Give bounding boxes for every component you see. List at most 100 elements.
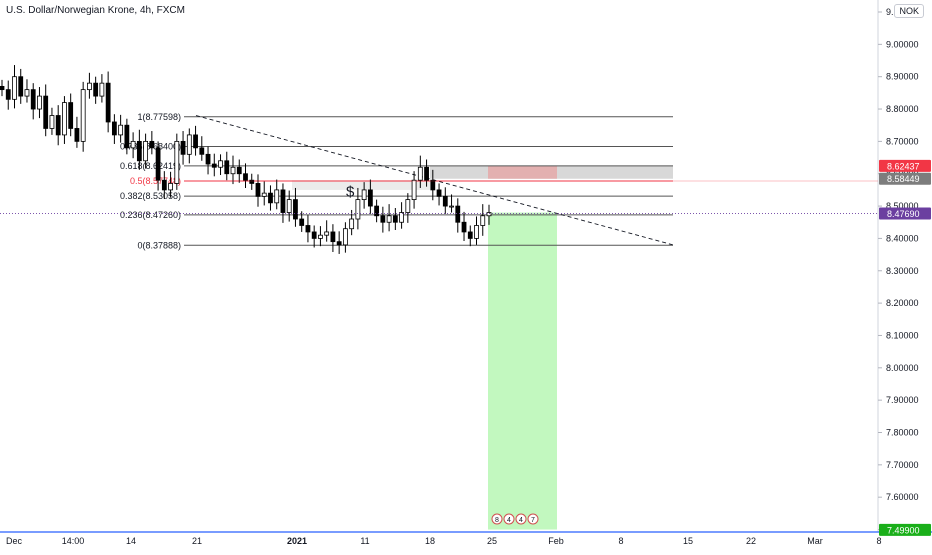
candle-body xyxy=(87,82,92,91)
x-tick-label: 14:00 xyxy=(62,536,85,546)
fib-label-2: 0.618(8.62419) xyxy=(120,161,181,171)
currency-button[interactable]: NOK xyxy=(894,4,924,18)
y-tick-label: 8.20000 xyxy=(886,298,919,308)
candle-body xyxy=(18,76,24,97)
candle-body xyxy=(430,179,436,191)
event-marker xyxy=(503,513,515,525)
candle-body xyxy=(268,192,273,204)
fib-label-3: 0.5(8.57748) xyxy=(130,176,181,186)
candle-body xyxy=(449,205,454,208)
candle-body xyxy=(49,115,55,129)
event-marker-label: 4 xyxy=(519,517,523,524)
event-marker xyxy=(527,513,539,525)
candle-body xyxy=(424,166,429,181)
candle-body xyxy=(118,124,124,136)
candle-body xyxy=(380,215,386,223)
x-tick-label: 18 xyxy=(425,536,435,546)
candle-body xyxy=(230,166,236,175)
candle-body xyxy=(349,218,355,230)
candle-body xyxy=(5,89,11,100)
candle-body xyxy=(99,82,105,97)
candle-body xyxy=(280,189,286,213)
event-marker-label: 4 xyxy=(507,517,511,524)
x-tick-label: 11 xyxy=(360,536,369,546)
candle-body xyxy=(330,231,336,243)
target-zone xyxy=(488,212,557,530)
candle-body xyxy=(455,205,461,223)
candle-body xyxy=(305,225,311,233)
candle-body xyxy=(0,85,5,91)
candle-body xyxy=(224,160,230,175)
candle-body xyxy=(68,102,74,129)
price-tag-label-bottom: 7.49900 xyxy=(887,525,920,535)
x-tick-label: 8 xyxy=(618,536,623,546)
x-tick-label: 8 xyxy=(876,536,881,546)
price-tag-label-high: 8.62437 xyxy=(887,161,920,171)
candle-body xyxy=(218,160,223,168)
x-tick-label: 14 xyxy=(126,536,136,546)
candle-body xyxy=(249,179,255,184)
candle-body xyxy=(286,199,292,213)
candle-body xyxy=(211,163,217,168)
y-tick-label: 7.90000 xyxy=(886,395,919,405)
fib-label-4: 0.382(8.53058) xyxy=(120,191,181,201)
y-tick-label: 9.00000 xyxy=(886,39,919,49)
fib-label-6: 0(8.37888) xyxy=(137,240,181,250)
y-tick-label: 8.40000 xyxy=(886,233,919,243)
candle-body xyxy=(74,128,80,142)
candle-body xyxy=(93,82,99,97)
candle-body xyxy=(186,134,192,155)
candle-body xyxy=(255,183,261,197)
event-marker-label: 8 xyxy=(495,517,499,524)
y-tick-label: 7.60000 xyxy=(886,492,919,502)
y-tick-label: 8.90000 xyxy=(886,72,919,82)
y-tick-label: 8.70000 xyxy=(886,136,919,146)
candle-body xyxy=(12,76,17,100)
candle-body xyxy=(205,153,211,165)
candle-body xyxy=(318,234,323,239)
x-tick-label: Feb xyxy=(548,536,564,546)
candle-body xyxy=(355,199,361,220)
candle-body xyxy=(30,89,36,110)
candle-body xyxy=(37,95,42,110)
candle-body xyxy=(405,199,411,213)
fib-label-5: 0.236(8.47260) xyxy=(120,210,181,220)
price-tag-high xyxy=(879,159,931,172)
x-tick-label: Dec xyxy=(6,536,23,546)
candle-body xyxy=(361,189,367,201)
y-tick-label: 8.10000 xyxy=(886,330,919,340)
event-marker xyxy=(515,513,527,525)
candle-body xyxy=(24,89,30,97)
y-tick-label: 7.80000 xyxy=(886,427,919,437)
candle-body xyxy=(274,189,280,204)
event-marker-label: 7 xyxy=(531,517,535,524)
candle-body xyxy=(486,212,492,217)
y-tick-label: 8.00000 xyxy=(886,363,919,373)
price-tag-gray xyxy=(879,172,931,185)
price-tag-label-gray: 8.58449 xyxy=(887,174,920,184)
dollar-annotation: $ xyxy=(346,183,355,200)
candle-body xyxy=(399,212,404,223)
y-tick-label: 8.80000 xyxy=(886,104,919,114)
candle-body xyxy=(261,192,267,197)
candle-body xyxy=(374,205,380,217)
candle-body xyxy=(461,221,467,233)
candle-body xyxy=(480,215,486,226)
x-tick-label: 2021 xyxy=(287,536,307,546)
candle-body xyxy=(55,115,61,136)
price-tag-label-last: 8.47690 xyxy=(887,209,920,219)
candle-body xyxy=(293,199,298,220)
x-tick-label: 21 xyxy=(192,536,202,546)
x-tick-label: 15 xyxy=(683,536,693,546)
candle-body xyxy=(168,183,173,191)
x-tick-label: 25 xyxy=(487,536,497,546)
candle-body xyxy=(236,166,242,175)
x-tick-label: Mar xyxy=(807,536,823,546)
candle-body xyxy=(342,228,348,246)
candle-body xyxy=(161,179,167,191)
candle-body xyxy=(367,189,373,207)
candle-body xyxy=(299,218,305,226)
candle-body xyxy=(199,147,205,155)
